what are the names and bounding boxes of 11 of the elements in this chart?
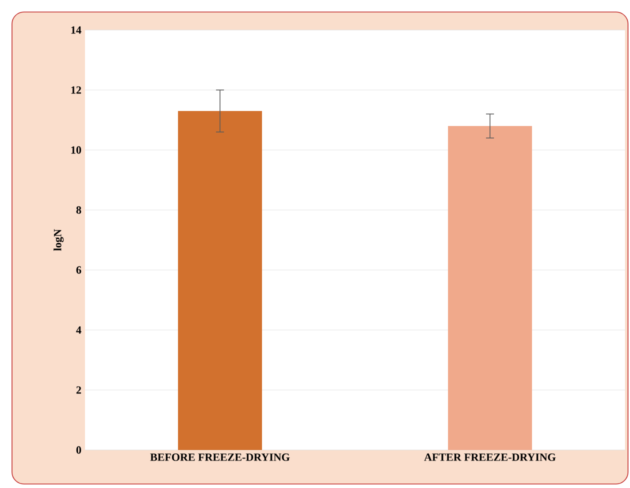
y-tick-label: 12: [71, 86, 82, 94]
x-tick-label: AFTER FREEZE-DRYING: [424, 454, 556, 461]
y-tick-label: 14: [71, 26, 82, 34]
y-tick-label: 8: [76, 206, 82, 214]
y-tick-label: 2: [76, 386, 82, 394]
y-tick-label: 0: [76, 446, 82, 454]
x-tick-label: BEFORE FREEZE-DRYING: [150, 454, 290, 461]
y-tick-label: 6: [76, 266, 82, 274]
y-tick-label: 4: [76, 326, 82, 334]
y-tick-label: 10: [71, 146, 82, 154]
y-axis-title: logN: [54, 229, 64, 251]
